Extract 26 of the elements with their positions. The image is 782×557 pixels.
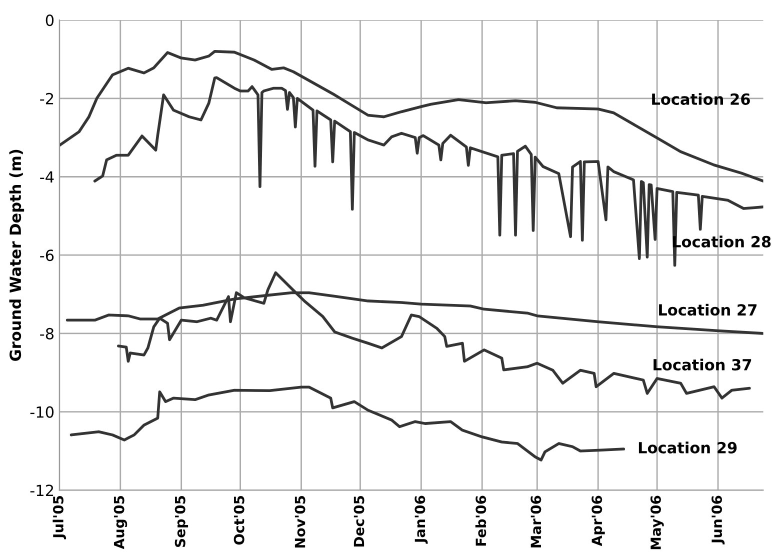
line-series: [59, 50, 764, 182]
x-tick-label: Jul'05: [52, 496, 66, 540]
x-tick-label: Nov'05: [294, 496, 306, 548]
x-tick-label: Sep'05: [174, 496, 188, 547]
y-tick-label: -6: [40, 250, 54, 262]
y-tick-label: -2: [40, 92, 54, 104]
y-tick-label: 0: [46, 14, 54, 26]
x-tick-label: Jun'06: [712, 496, 725, 544]
line-series: [70, 386, 626, 462]
x-tick-label: May'06: [650, 496, 664, 550]
x-tick-label: Dec'05: [354, 496, 364, 547]
series-label: Location 26: [652, 93, 750, 105]
y-tick-label: -10: [30, 406, 54, 418]
series-label: Location 37: [654, 358, 752, 371]
x-tick-label: Jan'06: [414, 496, 428, 544]
series-label: Location 27: [659, 304, 757, 316]
x-tick-label: Feb'06: [475, 496, 486, 546]
y-tick-label: -8: [40, 328, 54, 340]
series-label: Location 29: [638, 442, 737, 454]
y-tick-label: -12: [30, 484, 54, 496]
x-tick-label: Mar'06: [530, 496, 542, 548]
x-tick-label: Apr'06: [592, 496, 605, 546]
x-tick-label: Oct'05: [234, 496, 244, 545]
y-axis-title: Ground Water Depth (m): [9, 150, 24, 361]
y-tick-label: -4: [40, 171, 54, 183]
x-tick-label: Aug'05: [114, 496, 128, 550]
